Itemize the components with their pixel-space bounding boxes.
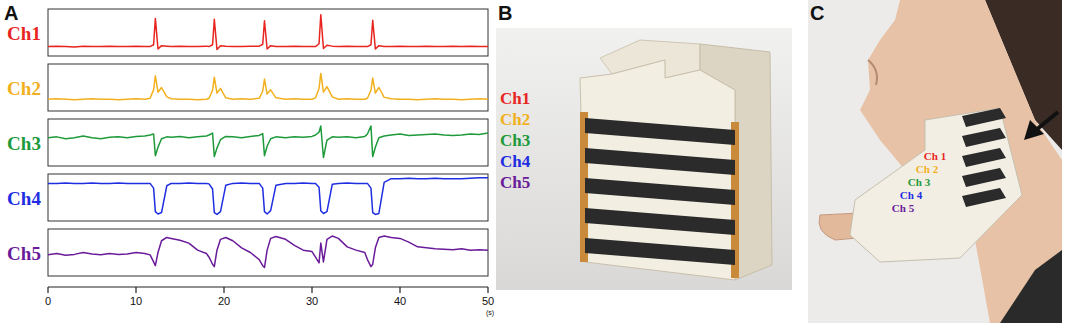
electrode-stripe xyxy=(962,148,1006,167)
plot-frame xyxy=(48,174,488,221)
lip xyxy=(868,60,877,85)
channel-label: Ch1 xyxy=(500,89,530,108)
channel-label: Ch3 xyxy=(500,131,530,150)
channel-label: Ch2 xyxy=(500,110,530,129)
x-tick-label: 30 xyxy=(306,295,318,307)
signal-line xyxy=(48,15,488,50)
electrode-stripe xyxy=(585,208,735,235)
plot-frame xyxy=(48,229,488,276)
electrode-stripe xyxy=(962,188,1006,207)
electrode-stripe xyxy=(585,148,735,175)
channel-label: Ch1 xyxy=(7,23,41,44)
signal-line xyxy=(48,178,488,215)
x-tick-label: 0 xyxy=(45,295,51,307)
shirt xyxy=(1000,250,1062,323)
signal-line xyxy=(48,126,488,157)
panel-b: B Ch1 Ch2 Ch3 Ch4 Ch5 xyxy=(496,2,792,290)
x-tick xyxy=(487,287,488,293)
device-front xyxy=(580,60,735,280)
x-tick xyxy=(311,287,312,293)
x-tick-label: 20 xyxy=(218,295,230,307)
electrode-stripe xyxy=(585,178,735,205)
x-tick-label: 10 xyxy=(130,295,142,307)
lines xyxy=(48,126,488,157)
signal-line xyxy=(48,73,488,99)
channel-label: Ch5 xyxy=(7,243,41,264)
lines xyxy=(48,178,488,215)
photo-background xyxy=(496,28,792,290)
electrode-stripe xyxy=(585,118,735,145)
channel-label: Ch 2 xyxy=(916,163,939,175)
device xyxy=(850,108,1022,262)
x-tick xyxy=(135,287,136,293)
channel-label: Ch 1 xyxy=(924,150,946,162)
panel-label: A xyxy=(4,2,18,24)
channel-label: Ch2 xyxy=(7,78,41,99)
channel-plot: Ch2 xyxy=(7,64,488,111)
x-axis-label: (s) xyxy=(486,309,494,317)
channel-plot: Ch3 xyxy=(7,119,488,166)
plot-frame xyxy=(48,119,488,166)
figure: ACh1Ch2Ch3Ch4Ch501020304050(s)BCh1Ch2Ch3… xyxy=(0,0,1065,323)
panel-label: C xyxy=(810,2,824,24)
channel-plot: Ch4 xyxy=(7,174,488,221)
arrow-head xyxy=(1024,120,1044,140)
electrode-stripe xyxy=(962,128,1006,147)
channel-label: Ch4 xyxy=(7,188,41,209)
channel-label: Ch4 xyxy=(500,152,531,171)
x-tick-label: 40 xyxy=(394,295,406,307)
plot-frame xyxy=(48,9,488,56)
panel-c: C Ch 1Ch 2Ch 3Ch 4Ch 5 xyxy=(808,0,1062,323)
photo-background xyxy=(808,0,1062,323)
lines xyxy=(48,73,488,99)
electrode-stripe xyxy=(962,168,1006,187)
x-tick xyxy=(399,287,400,293)
plot-frame xyxy=(48,64,488,111)
signal-line xyxy=(48,236,488,267)
channel-label: Ch5 xyxy=(500,173,530,192)
arrow-shaft xyxy=(1036,112,1058,130)
lines xyxy=(48,15,488,50)
channel-label: Ch 3 xyxy=(908,176,931,188)
lines xyxy=(48,236,488,267)
x-tick xyxy=(47,287,48,293)
panel-label: B xyxy=(498,2,512,24)
electrode-stripe xyxy=(585,238,735,265)
x-tick-label: 50 xyxy=(482,295,494,307)
channel-plot: Ch5 0 10 20 30 40 50 (s) xyxy=(7,229,494,317)
channel-label: Ch3 xyxy=(7,133,41,154)
x-axis-line xyxy=(48,286,488,287)
channel-label: Ch 4 xyxy=(900,189,923,201)
electrode-stripe xyxy=(962,108,1006,127)
x-tick xyxy=(223,287,224,293)
channel-plot: Ch1 xyxy=(7,9,488,56)
channel-label: Ch 5 xyxy=(892,202,915,214)
